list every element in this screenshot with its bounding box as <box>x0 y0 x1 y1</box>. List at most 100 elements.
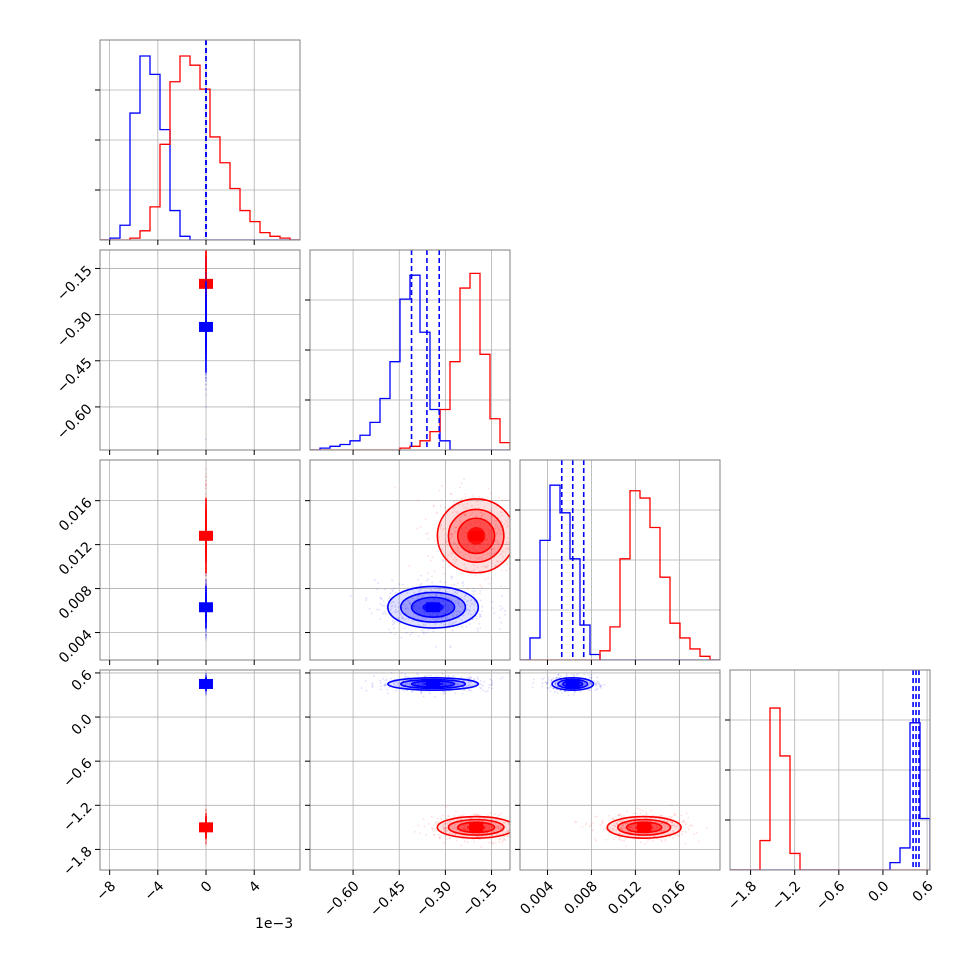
scatter-point <box>496 533 499 535</box>
scatter-point <box>457 546 459 549</box>
scatter-point <box>663 819 666 822</box>
scatter-point <box>507 822 510 825</box>
scatter-point <box>521 519 523 521</box>
scatter-point <box>205 248 207 250</box>
scatter-point <box>442 690 445 693</box>
scatter-point <box>505 541 508 543</box>
histogram-blue-p1 <box>310 274 510 450</box>
scatter-point <box>500 511 502 514</box>
scatter-point <box>468 682 471 685</box>
panel-frame <box>309 669 511 871</box>
scatter-point <box>382 600 385 603</box>
scatter-point <box>499 677 502 680</box>
scatter-point <box>462 504 465 506</box>
scatter-point <box>438 837 441 840</box>
scatter-point <box>390 672 393 674</box>
scatter-point <box>538 536 540 538</box>
scatter-point <box>388 686 391 689</box>
scatter-point <box>494 564 497 567</box>
scatter-point <box>458 611 461 614</box>
scatter-point <box>619 827 622 830</box>
scatter-point <box>423 825 426 828</box>
scatter-point <box>498 838 501 841</box>
scatter-point <box>205 674 207 677</box>
scatter-point <box>394 633 396 636</box>
scatter-point <box>438 836 441 839</box>
scatter-point <box>445 540 448 543</box>
scatter-point <box>401 607 404 609</box>
scatter-point <box>400 636 403 639</box>
scatter-point <box>405 675 408 678</box>
scatter-point <box>460 626 463 628</box>
scatter-point <box>205 247 207 249</box>
scatter-point <box>477 835 480 838</box>
scatter-point <box>349 594 352 597</box>
scatter-point <box>463 514 466 516</box>
scatter-point <box>413 616 415 619</box>
scatter-point <box>613 818 616 820</box>
scatter-point <box>205 582 207 585</box>
scatter-point <box>205 438 207 441</box>
scatter-point <box>402 603 405 606</box>
scatter-point <box>478 622 481 625</box>
scatter-point <box>503 835 506 838</box>
scatter-point <box>622 826 624 829</box>
scatter-point <box>499 532 502 535</box>
scatter-point <box>466 507 468 509</box>
scatter-point <box>440 594 443 597</box>
scatter-point <box>205 842 207 845</box>
scatter-point <box>417 635 420 637</box>
scatter-point <box>451 551 454 553</box>
scatter-point <box>455 526 458 529</box>
scatter-point <box>451 576 454 579</box>
scatter-point <box>494 552 496 555</box>
scatter-point <box>454 542 456 545</box>
scatter-point <box>205 690 207 692</box>
scatter-point <box>602 828 605 830</box>
scatter-point <box>496 540 499 543</box>
scatter-point <box>504 550 507 553</box>
scatter-point <box>441 548 443 551</box>
scatter-point <box>205 583 207 586</box>
scatter-point <box>205 260 207 263</box>
scatter-point <box>437 817 439 820</box>
scatter-point <box>490 515 493 518</box>
scatter-point <box>651 839 654 842</box>
scatter-point <box>449 532 452 535</box>
panel-p2-p3 <box>531 673 708 847</box>
scatter-point <box>517 822 519 824</box>
scatter-point <box>205 579 207 582</box>
scatter-point <box>516 573 518 575</box>
scatter-point <box>205 274 207 277</box>
scatter-point <box>451 552 454 555</box>
scatter-point <box>494 822 497 825</box>
panel-p0-p2 <box>198 468 214 641</box>
scatter-point <box>442 814 445 817</box>
scatter-point <box>673 812 676 815</box>
scatter-point <box>451 623 454 626</box>
scatter-point <box>442 827 444 829</box>
scatter-point <box>455 839 458 842</box>
scatter-point <box>205 693 207 696</box>
scatter-point <box>469 557 472 559</box>
scatter-point <box>461 605 464 608</box>
scatter-point <box>405 617 407 620</box>
scatter-point <box>467 681 469 684</box>
scatter-point <box>476 627 479 630</box>
scatter-point <box>478 816 481 819</box>
scatter-point <box>205 842 207 845</box>
scatter-point <box>395 609 397 611</box>
scatter-point <box>400 615 403 618</box>
scatter-point <box>443 827 446 830</box>
scatter-point <box>678 818 681 821</box>
scatter-point <box>406 682 409 685</box>
scatter-point <box>419 589 421 592</box>
scatter-point <box>488 835 491 837</box>
scatter-point <box>452 507 455 510</box>
scatter-point <box>442 566 444 569</box>
scatter-point <box>463 689 465 692</box>
scatter-point <box>386 679 388 681</box>
scatter-point <box>512 541 514 543</box>
scatter-point <box>495 819 497 822</box>
scatter-point <box>619 820 622 823</box>
